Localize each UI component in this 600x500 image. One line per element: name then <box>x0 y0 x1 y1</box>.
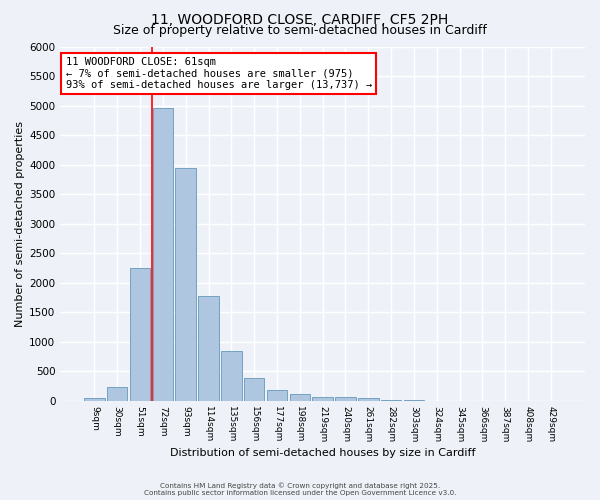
Bar <box>313 397 333 400</box>
Bar <box>198 296 219 401</box>
Bar <box>221 350 242 401</box>
Bar <box>267 390 287 400</box>
Bar <box>107 386 127 400</box>
Text: Size of property relative to semi-detached houses in Cardiff: Size of property relative to semi-detach… <box>113 24 487 37</box>
Y-axis label: Number of semi-detached properties: Number of semi-detached properties <box>15 120 25 326</box>
Bar <box>290 394 310 400</box>
Bar <box>175 168 196 400</box>
X-axis label: Distribution of semi-detached houses by size in Cardiff: Distribution of semi-detached houses by … <box>170 448 475 458</box>
Bar <box>152 108 173 401</box>
Text: Contains public sector information licensed under the Open Government Licence v3: Contains public sector information licen… <box>144 490 456 496</box>
Bar <box>84 398 104 400</box>
Bar <box>130 268 151 400</box>
Bar <box>335 398 356 400</box>
Bar <box>244 378 265 400</box>
Text: 11, WOODFORD CLOSE, CARDIFF, CF5 2PH: 11, WOODFORD CLOSE, CARDIFF, CF5 2PH <box>151 12 449 26</box>
Text: 11 WOODFORD CLOSE: 61sqm
← 7% of semi-detached houses are smaller (975)
93% of s: 11 WOODFORD CLOSE: 61sqm ← 7% of semi-de… <box>65 57 372 90</box>
Text: Contains HM Land Registry data © Crown copyright and database right 2025.: Contains HM Land Registry data © Crown c… <box>160 482 440 489</box>
Bar <box>358 398 379 400</box>
